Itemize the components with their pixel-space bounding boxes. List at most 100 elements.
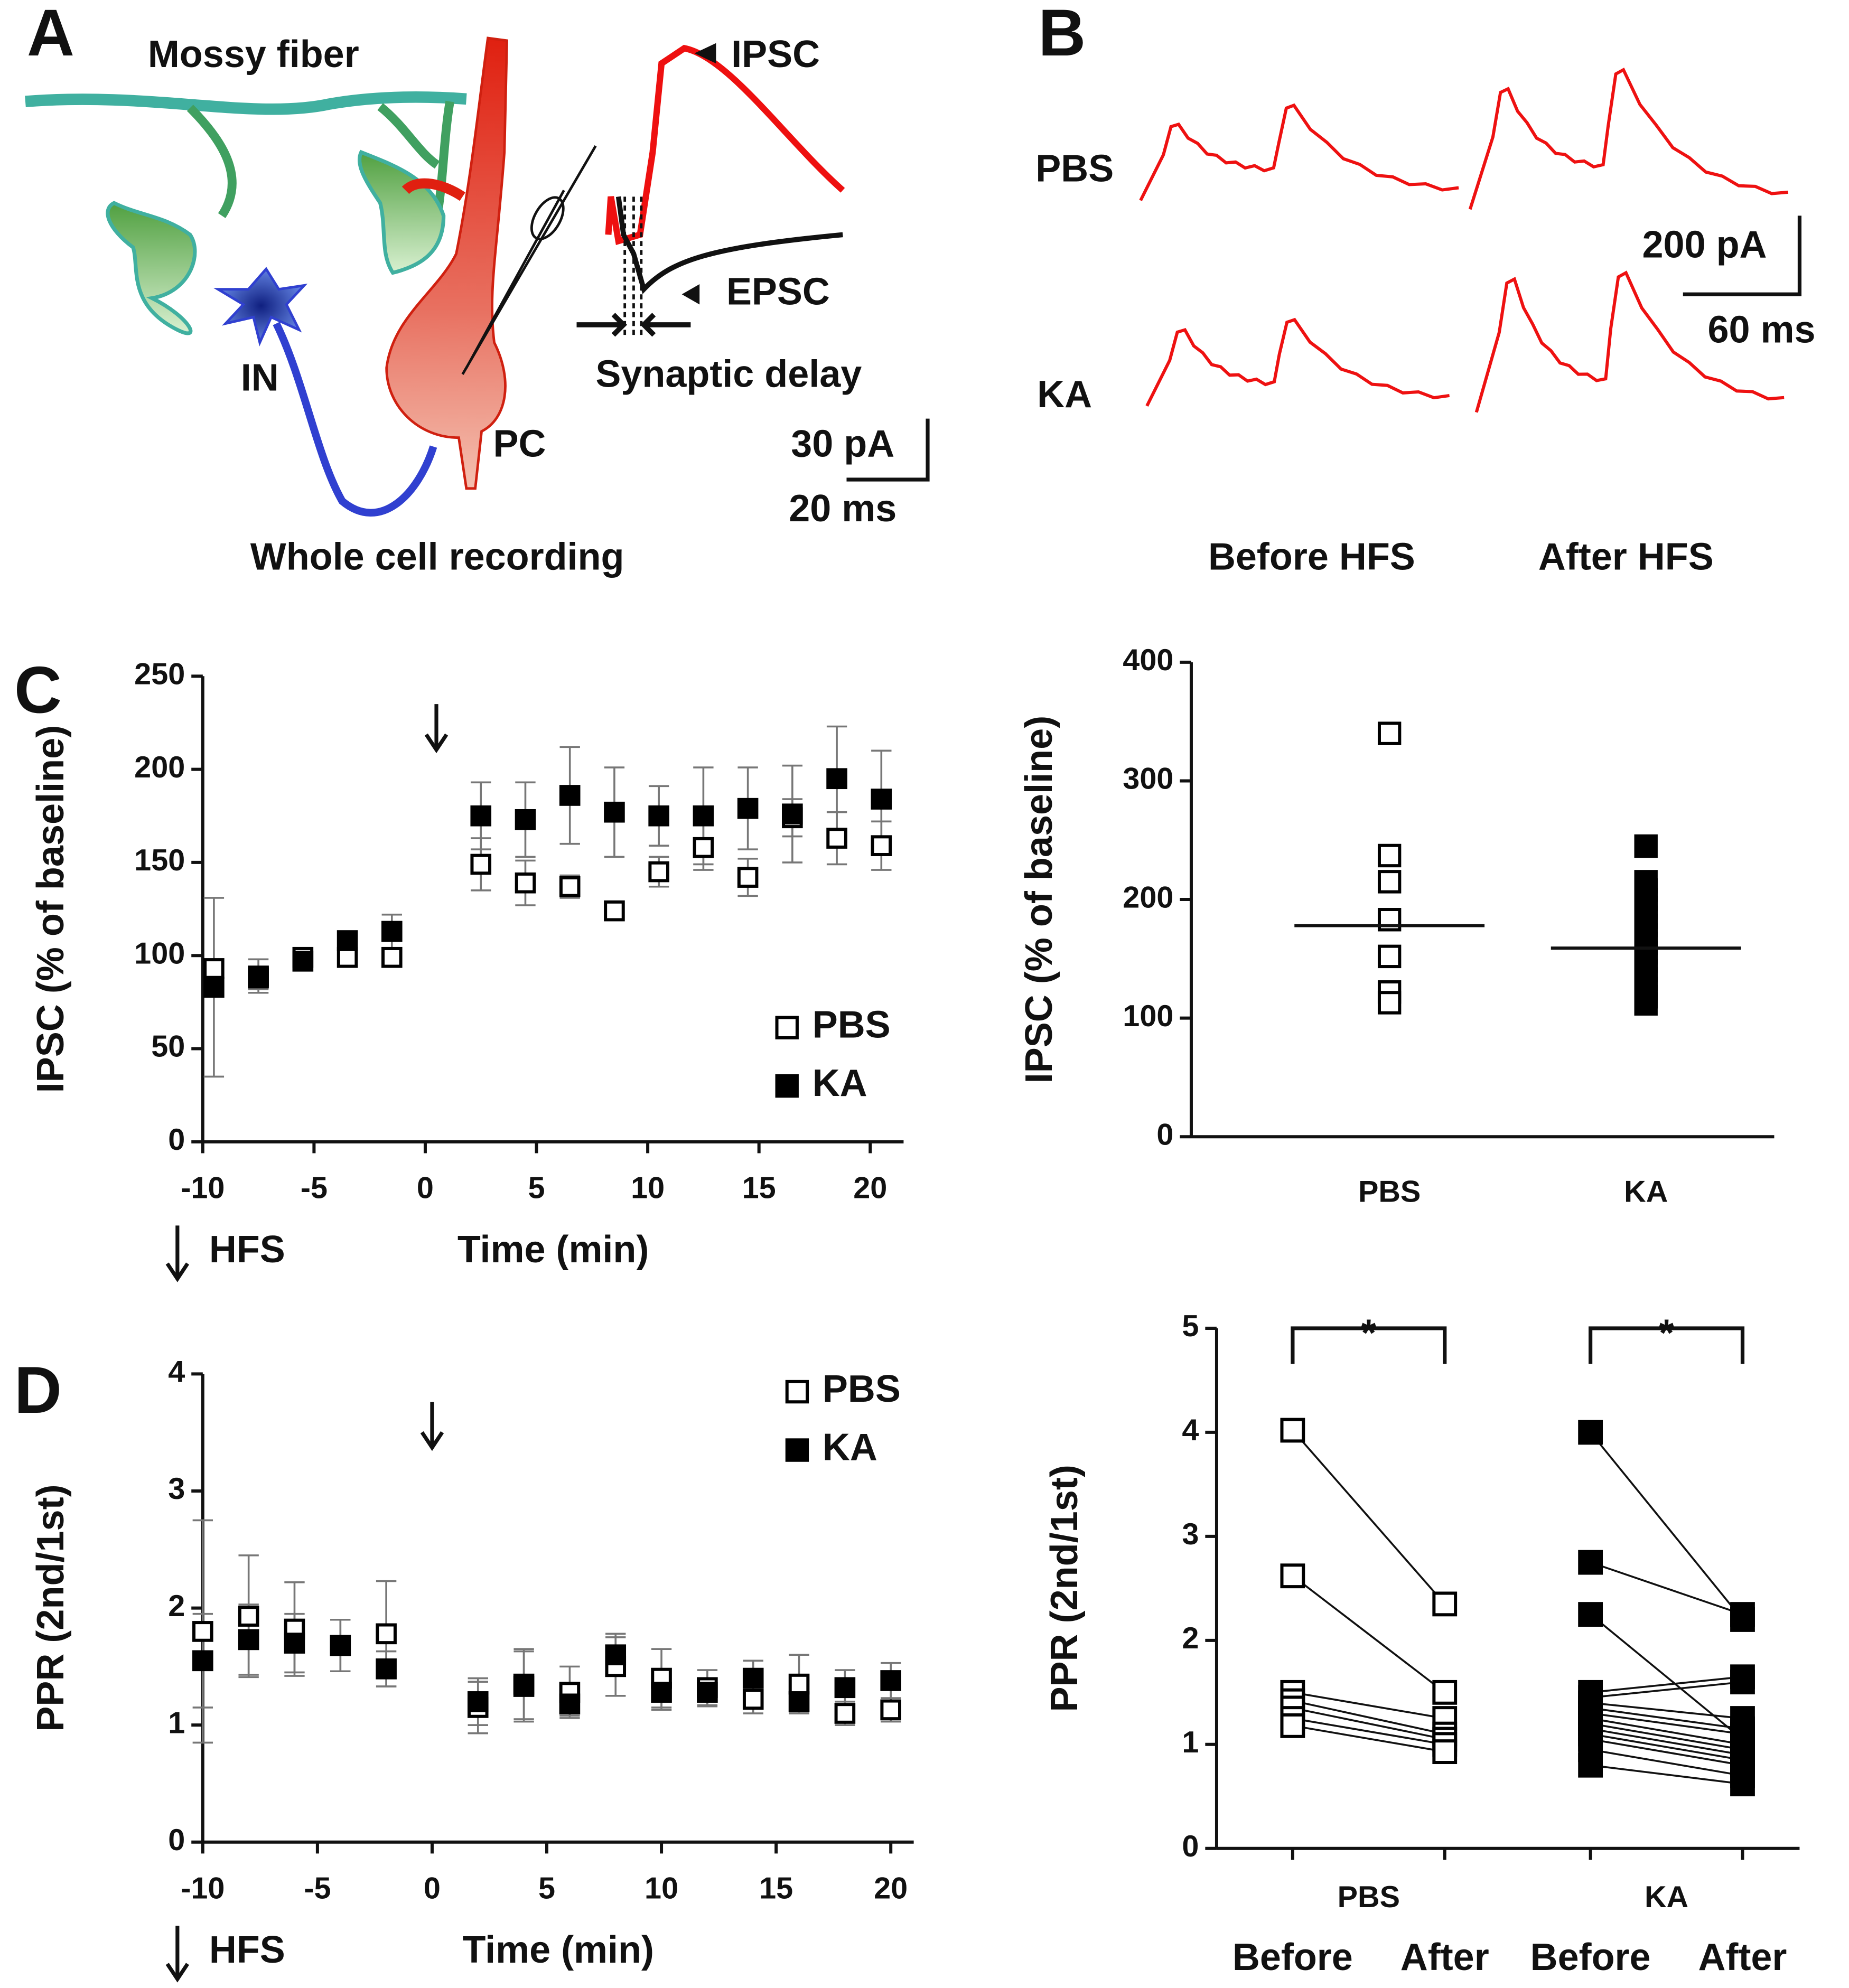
delay-arrow — [576, 313, 691, 337]
pair-line — [1590, 1707, 1743, 1730]
pair-line — [1590, 1681, 1743, 1699]
label: EPSC — [726, 270, 830, 313]
group-label: PBS — [1338, 1880, 1400, 1914]
marker — [1432, 1591, 1458, 1617]
marker — [1280, 1418, 1305, 1443]
label: IN — [241, 357, 279, 399]
panel-b-traces — [1139, 67, 1789, 413]
y-tick-label: 150 — [134, 843, 185, 877]
x-tick-label: 0 — [417, 1171, 434, 1205]
marker — [1578, 1420, 1603, 1445]
significance: * — [1659, 1312, 1674, 1354]
marker — [192, 1621, 213, 1642]
marker — [782, 803, 803, 825]
pair-line — [1590, 1431, 1743, 1620]
y-tick-label: 1 — [168, 1706, 185, 1740]
mossy-fiber-axon — [25, 91, 467, 115]
caption: Whole cell recording — [250, 536, 624, 578]
marker — [203, 977, 225, 998]
y-tick-label: 4 — [168, 1355, 185, 1389]
label: PBS — [1035, 147, 1114, 190]
x-tick-label: 20 — [853, 1171, 887, 1205]
marker — [470, 854, 492, 875]
x-axis-label: Time (min) — [457, 1229, 649, 1271]
pair-line — [1590, 1722, 1743, 1751]
y-tick-label: 0 — [1156, 1118, 1173, 1151]
y-tick-label: 3 — [168, 1472, 185, 1506]
marker — [697, 1682, 718, 1703]
pair-line — [1292, 1691, 1445, 1720]
pair-line — [1590, 1733, 1743, 1761]
marker — [788, 1673, 810, 1695]
y-tick-label: 3 — [1182, 1517, 1199, 1551]
granule-cell — [106, 201, 197, 335]
delay-line — [623, 196, 643, 336]
y-tick-label: 1 — [1182, 1726, 1199, 1759]
marker — [693, 805, 714, 827]
label: PC — [493, 423, 546, 465]
marker — [381, 921, 403, 942]
significance: * — [1361, 1312, 1376, 1354]
label: 200 pA — [1642, 223, 1767, 266]
marker — [788, 1691, 810, 1712]
marker — [337, 946, 358, 968]
panel-label: B — [1038, 0, 1086, 70]
pair-line — [1292, 1724, 1445, 1753]
marker — [1377, 721, 1402, 745]
significance-bracket — [1291, 1326, 1447, 1364]
marker — [559, 1693, 581, 1715]
marker — [381, 946, 403, 968]
legend-swatch — [785, 1380, 809, 1404]
marker — [1730, 1771, 1755, 1797]
significance-bracket — [1589, 1326, 1745, 1364]
pair-line — [1590, 1702, 1743, 1720]
marker — [826, 768, 847, 790]
marker — [834, 1703, 856, 1724]
y-axis-label: PPR (2nd/1st) — [30, 1484, 72, 1731]
marker — [292, 950, 314, 972]
marker — [826, 828, 847, 849]
ipsc-trace — [1468, 67, 1789, 210]
pair-line — [1292, 1429, 1446, 1605]
marker — [515, 809, 536, 830]
marker — [1578, 1752, 1603, 1778]
marker — [467, 1691, 489, 1712]
pair-line — [1292, 1575, 1445, 1693]
marker — [880, 1699, 901, 1721]
panel-label: A — [27, 0, 74, 70]
panel-label: D — [14, 1354, 62, 1427]
label: KA — [1037, 373, 1092, 416]
x-tick-label: -5 — [304, 1871, 331, 1905]
ipsc-trace — [1474, 270, 1785, 413]
pair-line — [1590, 1712, 1743, 1735]
scale-bar — [846, 418, 930, 482]
marker — [604, 801, 625, 823]
legend-swatch — [785, 1438, 809, 1462]
label: Synaptic delay — [595, 353, 862, 395]
marker — [1730, 1602, 1755, 1627]
marker — [834, 1677, 856, 1699]
x-tick-label: 20 — [874, 1871, 908, 1905]
y-tick-label: 400 — [1123, 643, 1173, 677]
epsc-trace — [615, 196, 843, 295]
marker — [648, 805, 669, 827]
marker — [330, 1635, 351, 1656]
condition-label: Before — [1232, 1936, 1353, 1978]
x-tick-label: 15 — [759, 1871, 793, 1905]
marker — [604, 900, 625, 922]
arrow — [424, 704, 449, 754]
y-tick-label: 300 — [1123, 762, 1173, 796]
ipsc-trace — [1145, 317, 1450, 407]
pipette — [461, 145, 597, 375]
marker — [1634, 992, 1658, 1016]
marker — [737, 798, 759, 819]
pair-line — [1292, 1707, 1445, 1740]
y-axis-label: IPSC (% of baseline) — [1018, 716, 1060, 1084]
label: 60 ms — [1707, 308, 1815, 351]
y-tick-label: 2 — [168, 1589, 185, 1623]
legend-swatch — [775, 1016, 799, 1039]
panel-label: C — [14, 653, 62, 727]
pair-line — [1590, 1728, 1743, 1756]
y-tick-label: 4 — [1182, 1413, 1199, 1447]
